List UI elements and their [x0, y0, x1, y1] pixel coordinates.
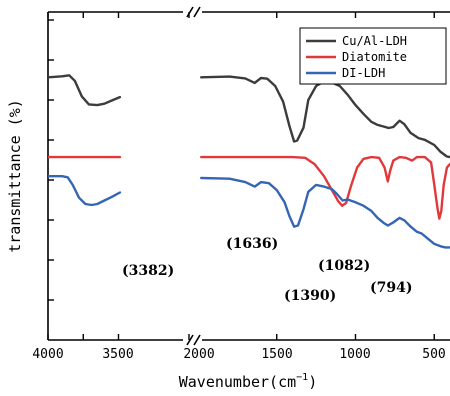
annotation-1390: (1390)	[284, 288, 336, 304]
tick-label-3500: 3500	[102, 347, 133, 362]
series-layer	[48, 74, 450, 249]
legend-label-diatomite: Diatomite	[342, 50, 407, 64]
axis-break-mark	[186, 6, 194, 18]
series-line-cu-al-ldh-segment-2	[199, 75, 450, 159]
tick-label-500: 500	[422, 347, 445, 362]
y-axis-title: transmittance (%)	[6, 99, 24, 253]
series-line-cu-al-ldh-segment-1	[48, 74, 122, 107]
series-line-di-ldh-segment-1	[48, 174, 122, 207]
axis-break-marks	[186, 6, 201, 346]
axis-break-mark	[186, 334, 194, 346]
tick-label-4000: 4000	[32, 347, 63, 362]
annotation-794: (794)	[370, 280, 412, 296]
annotation-3382: (3382)	[122, 263, 174, 279]
annotation-1082: (1082)	[318, 258, 370, 274]
axis-break-mark	[193, 334, 201, 346]
legend-label-cu-al-ldh: Cu/Al-LDH	[342, 34, 407, 48]
axis-break-mark	[193, 6, 201, 18]
series-line-di-ldh-segment-2	[199, 176, 450, 249]
tick-label-1000: 1000	[339, 347, 370, 362]
y-ticks	[48, 19, 54, 301]
legend-label-di-ldh: DI-LDH	[342, 66, 385, 80]
legend: Cu/Al-LDH Diatomite DI-LDH	[299, 27, 447, 85]
x-axis-title-text: Wavenumber(cm	[179, 373, 296, 391]
x-axis-title-sup: −1	[296, 372, 308, 383]
x-axis-title-close: )	[308, 373, 317, 391]
tick-label-2000: 2000	[183, 347, 214, 362]
x-ticks	[47, 12, 435, 340]
annotation-1636: (1636)	[226, 236, 278, 252]
x-axis-title: Wavenumber(cm−1)	[179, 372, 317, 391]
series-line-diatomite-segment-2	[199, 155, 450, 220]
tick-label-1500: 1500	[261, 347, 292, 362]
